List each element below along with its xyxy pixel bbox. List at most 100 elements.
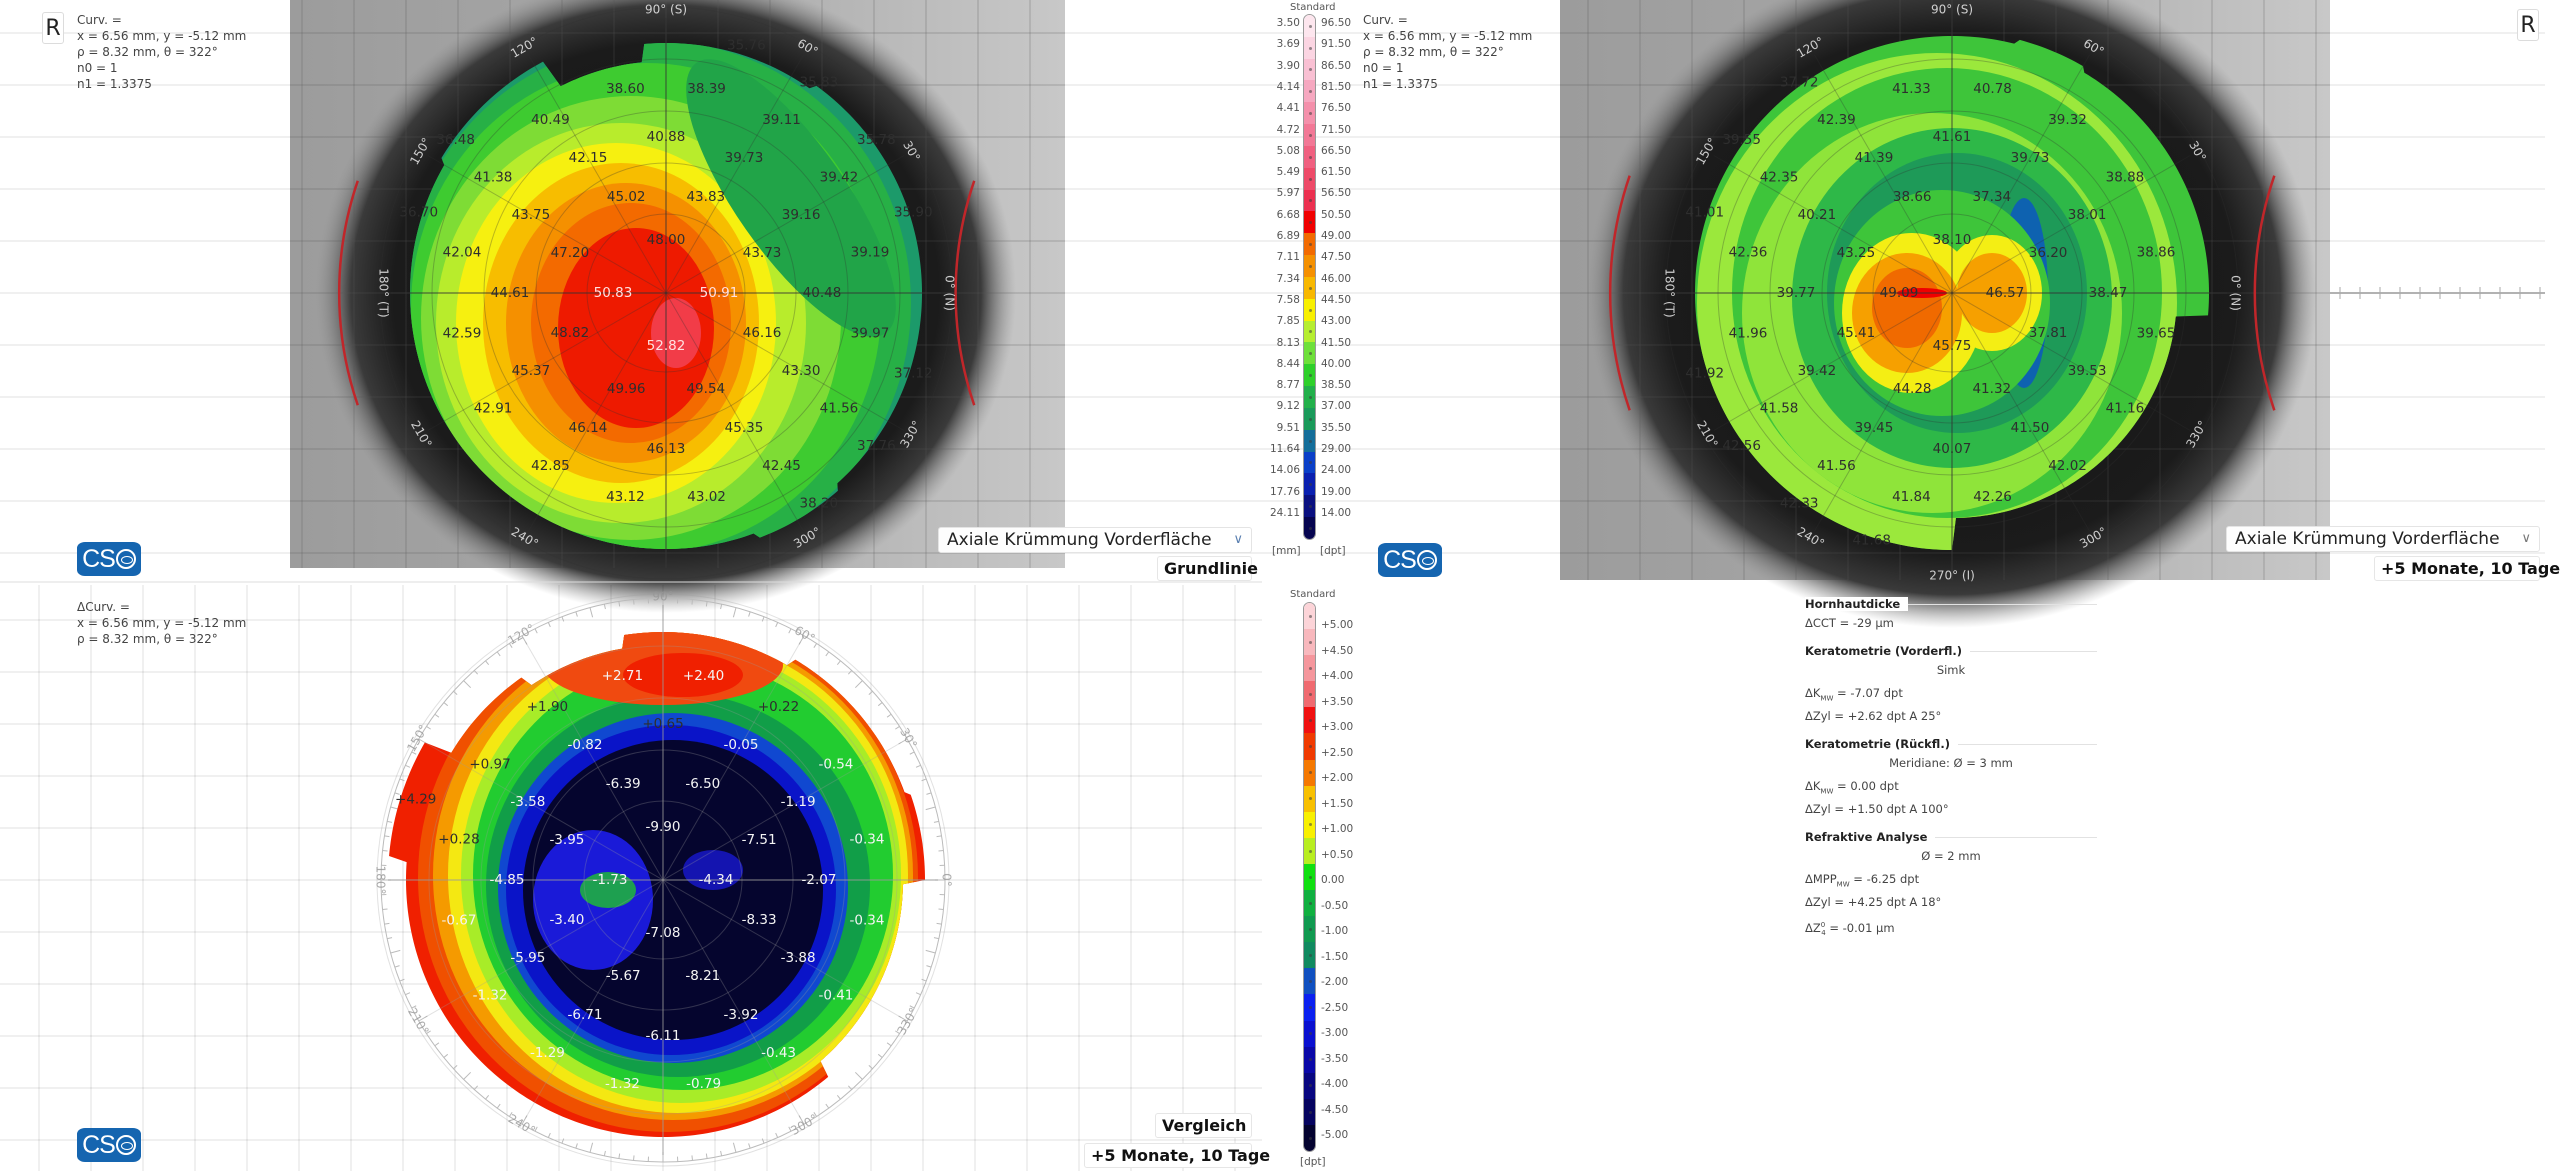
polar-tick (508, 1112, 513, 1117)
map-value: 45.75 (1933, 338, 1972, 354)
scale-dpt-label: +0.50 (1321, 848, 1354, 861)
map-value: 39.77 (1777, 285, 1816, 301)
polar-tick (798, 635, 805, 645)
method-label: Simk (1936, 663, 1966, 677)
scale-segment (1304, 1046, 1315, 1073)
scale-segment (1304, 1020, 1315, 1047)
polar-tick (485, 660, 490, 666)
map-value: 41.50 (2011, 420, 2050, 436)
angle-label: 0° (940, 873, 954, 887)
map-value: 45.41 (1837, 325, 1876, 341)
scale-segment (1304, 916, 1315, 943)
polar-tick (854, 1071, 863, 1080)
angle-label: 240° (506, 1111, 538, 1138)
map-value: 41.01 (1685, 205, 1724, 221)
map-value: 36.70 (399, 205, 438, 221)
exam-label[interactable]: +5 Monate, 10 Tage (1084, 1143, 1270, 1168)
polar-tick (485, 1094, 490, 1100)
polar-tick (405, 992, 411, 996)
polar-tick (633, 599, 635, 605)
polar-tick (434, 1042, 440, 1047)
mode-label[interactable]: Vergleich (1155, 1113, 1252, 1138)
scale-segment (1304, 276, 1315, 299)
map-value: -7.08 (646, 925, 681, 941)
map-value: -1.32 (605, 1076, 640, 1092)
cso-logo: CS (77, 1128, 141, 1162)
polar-tick (691, 599, 693, 605)
scale-mm-label: 4.14 (1276, 80, 1300, 93)
polar-tick (933, 820, 939, 823)
map-value: -3.92 (724, 1007, 759, 1023)
section-title: Refraktive Analyse (1805, 829, 2097, 845)
map-value: 42.04 (443, 244, 482, 260)
map-value: +2.71 (602, 668, 643, 684)
map-value: 37.12 (894, 365, 933, 381)
map-value: 38.60 (606, 81, 645, 97)
info-line: ρ = 8.32 mm, θ = 322° (1363, 45, 1504, 59)
scale-dpt-label: 29.00 (1321, 443, 1352, 455)
map-value: 38.66 (1893, 189, 1932, 205)
map-value: 35.90 (894, 205, 933, 221)
map-value: -6.11 (646, 1028, 681, 1044)
angle-label: 90° (S) (1931, 3, 1973, 17)
map-value: 37.81 (2029, 325, 2068, 341)
polar-tick (390, 949, 401, 954)
polar-tick (909, 1005, 915, 1009)
map-value: +0.65 (642, 716, 683, 732)
polar-tick (761, 616, 765, 622)
scale-segment (1304, 759, 1315, 786)
scale-segment (1304, 811, 1315, 838)
exam-label[interactable]: Grundlinie (1157, 556, 1258, 581)
map-value: +0.22 (758, 699, 799, 715)
scale-dpt-label: +1.00 (1321, 823, 1354, 835)
eye-selector-button[interactable]: R (2517, 9, 2539, 41)
polar-tick (877, 1053, 883, 1058)
polar-tick (589, 607, 594, 618)
map-type-dropdown[interactable]: Axiale Krümmung Vorderfläche ∨ (2226, 526, 2540, 552)
polar-tick (925, 949, 936, 954)
scale-segment (1304, 102, 1315, 125)
scale-segment (1304, 298, 1315, 321)
scale-segment (1304, 1098, 1315, 1125)
polar-tick (788, 628, 792, 634)
scale-dpt-label: +3.50 (1321, 695, 1354, 708)
topography-map: 90° (S)120° 60°150° 30°180° (T) 0° (N)210° 3… (1663, 3, 2243, 583)
map-value: 38.20 (799, 495, 838, 511)
angle-label: 0° (N) (2229, 275, 2243, 311)
contour-region (686, 59, 896, 337)
limbus-arc (954, 180, 976, 406)
polar-tick (798, 1115, 805, 1125)
map-value: 39.97 (851, 326, 890, 342)
chevron-down-icon: ∨ (2521, 531, 2531, 546)
scale-mm-label: 24.11 (1269, 506, 1300, 519)
polar-tick (411, 1005, 417, 1009)
map-value: -3.58 (510, 794, 545, 810)
map-value: 39.11 (762, 112, 801, 128)
scale-segment (1304, 145, 1315, 168)
info-line: Curv. = (1363, 13, 1408, 27)
polar-axis (528, 54, 804, 532)
eye-selector-button[interactable]: R (42, 12, 64, 44)
map-value: 39.65 (2137, 326, 2176, 342)
map-value: +4.29 (395, 792, 436, 808)
scale-dpt-label: -0.50 (1321, 899, 1349, 912)
scale-dpt-label: -1.50 (1321, 950, 1349, 963)
polar-tick (426, 1030, 431, 1035)
map-type-dropdown[interactable]: Axiale Krümmung Vorderfläche ∨ (938, 527, 1252, 553)
polar-tick (411, 751, 417, 755)
exam-label[interactable]: +5 Monate, 10 Tage (2374, 556, 2560, 581)
polar-tick (547, 1132, 551, 1138)
map-value: 36.20 (2029, 245, 2068, 261)
map-value: -5.67 (606, 968, 641, 984)
unit-dpt-label: [dpt] (1300, 1156, 1326, 1168)
map-value: 44.61 (491, 285, 530, 301)
limbus-arc (1608, 175, 1631, 411)
info-line: ρ = 8.32 mm, θ = 322° (77, 632, 218, 646)
polar-tick (575, 1143, 578, 1149)
map-value: +0.28 (438, 831, 479, 847)
scale-segment (1304, 942, 1315, 969)
polar-tick (915, 764, 921, 768)
scale-mm-label: 7.58 (1276, 293, 1300, 306)
polar-tick (691, 1155, 693, 1161)
map-value: 42.02 (2048, 458, 2087, 474)
